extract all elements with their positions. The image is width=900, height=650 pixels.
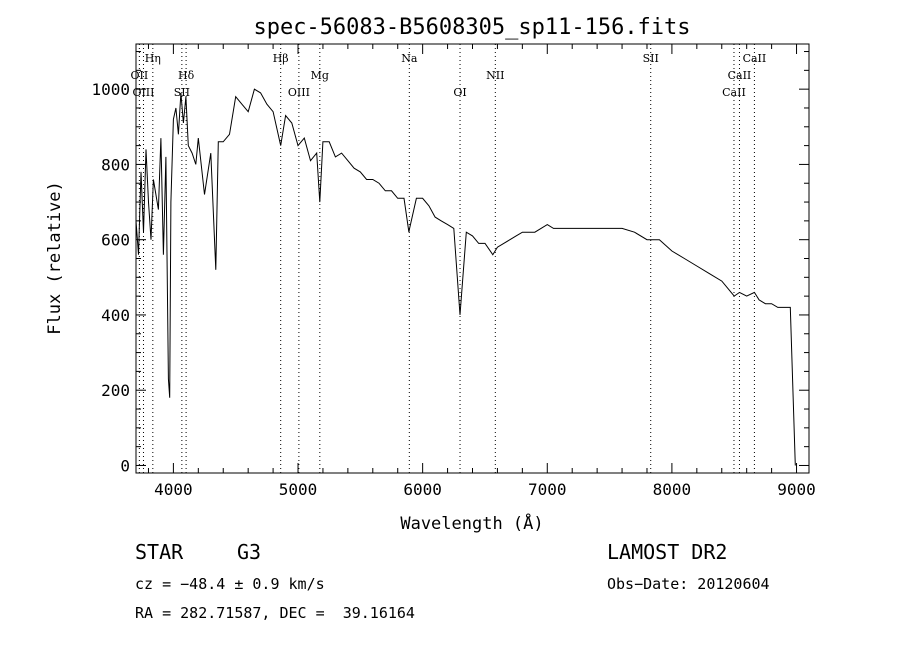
y-axis-label: Flux (relative) [45, 181, 65, 335]
subclass: G3 [237, 540, 262, 564]
object-class: STAR [135, 540, 184, 564]
y-tick-label: 600 [101, 231, 130, 250]
spectral-line-label: Hη [145, 52, 161, 65]
x-tick-label: 6000 [403, 480, 442, 499]
x-tick-label: 9000 [777, 480, 816, 499]
x-axis-label: Wavelength (Å) [400, 512, 543, 534]
spectrum-line [135, 88, 796, 466]
y-tick-label: 1000 [91, 80, 130, 99]
y-tick-label: 200 [101, 381, 130, 400]
y-tick-label: 0 [120, 456, 130, 475]
x-tick-label: 4000 [154, 480, 193, 499]
y-tick-label: 800 [101, 155, 130, 174]
plot-frame [135, 43, 810, 474]
spectral-line-label: CaII [722, 86, 746, 99]
survey-name: LAMOST DR2 [607, 540, 728, 564]
x-tick-label: 7000 [528, 480, 567, 499]
coordinates-text: RA = 282.71587, DEC = 39.16164 [135, 604, 415, 622]
spectral-line-label: Mg [311, 69, 329, 82]
spectral-line-label: SII [643, 52, 659, 65]
chart-title: spec-56083-B5608305_sp11-156.fits [253, 15, 690, 40]
spectral-line-label: OIII [288, 86, 310, 99]
spectral-line-label: Hδ [178, 69, 195, 82]
x-tick-label: 5000 [279, 480, 318, 499]
spectral-line-label: CaII [743, 52, 767, 65]
x-tick-label: 8000 [653, 480, 692, 499]
spectral-line-label: OI [453, 86, 466, 99]
spectral-line-label: Na [401, 52, 418, 65]
spectral-line-label: CaII [728, 69, 752, 82]
spectral-line-label: OII [131, 69, 149, 82]
spectral-line-label: NII [486, 69, 504, 82]
obs-date-text: Obs−Date: 20120604 [607, 575, 770, 593]
redshift-text: cz = −48.4 ± 0.9 km/s [135, 575, 325, 593]
y-tick-label: 400 [101, 306, 130, 325]
spectral-line-label: SII [174, 86, 190, 99]
spectral-line-label: Hβ [273, 52, 289, 65]
